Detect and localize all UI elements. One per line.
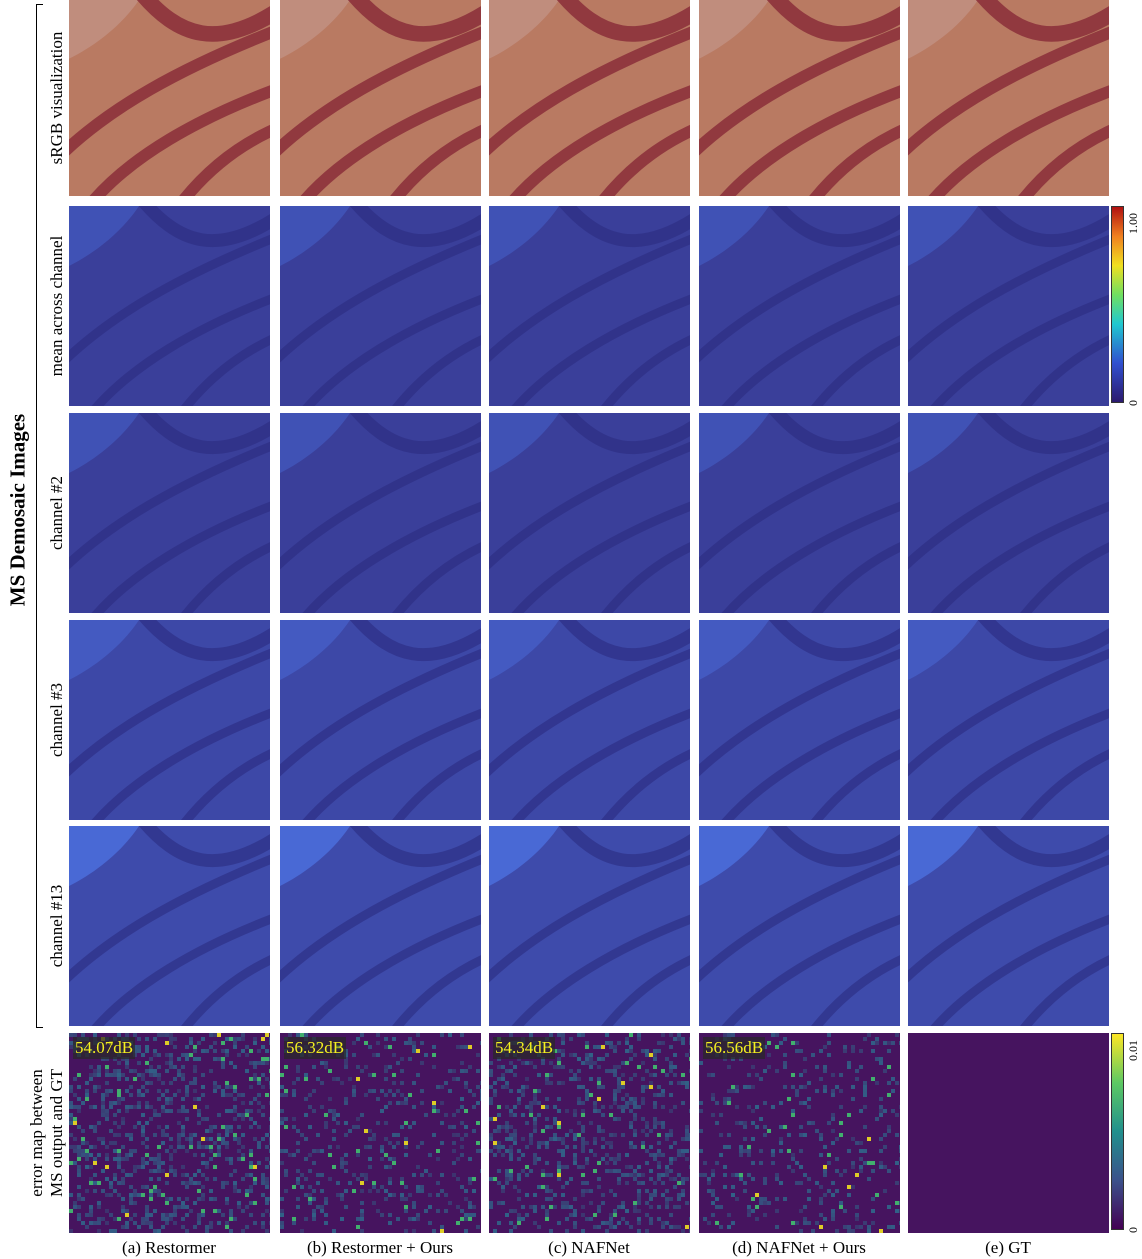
column-label-3: (d) NAFNet + Ours <box>732 1238 866 1257</box>
image-tile <box>699 413 900 613</box>
image-tile <box>489 206 690 406</box>
row-label-line: MS output and GT <box>47 1069 66 1197</box>
image-tile <box>489 826 690 1026</box>
row-label-line: error map between <box>27 1069 46 1197</box>
row-label-line: mean across channel <box>47 235 66 377</box>
psnr-label: 54.07dB <box>73 1037 136 1059</box>
image-tile <box>489 0 690 196</box>
row-label-line: channel #2 <box>47 475 66 551</box>
row-label-4: channel #13 <box>47 885 67 968</box>
image-tile <box>908 413 1109 613</box>
row-label-5: error map between MS output and GT <box>27 1069 67 1197</box>
image-tile: 56.56dB <box>699 1033 900 1233</box>
image-tile <box>280 620 481 820</box>
row-label-line: sRGB visualization <box>47 31 66 165</box>
image-tile <box>908 826 1109 1026</box>
colorbar-channel-max: 1.00 <box>1126 213 1140 234</box>
colorbar-channel <box>1111 206 1124 403</box>
image-tile: 54.07dB <box>69 1033 270 1233</box>
image-tile <box>489 413 690 613</box>
image-tile <box>699 826 900 1026</box>
colorbar-error-max: 0.01 <box>1126 1040 1140 1061</box>
colorbar-error-min: 0 <box>1126 1227 1140 1233</box>
row-label-0: sRGB visualization <box>47 32 67 165</box>
image-tile <box>699 620 900 820</box>
psnr-label: 56.56dB <box>703 1037 766 1059</box>
section-bracket <box>36 4 43 1028</box>
image-tile <box>699 0 900 196</box>
image-tile <box>69 620 270 820</box>
image-tile <box>280 206 481 406</box>
image-tile <box>280 826 481 1026</box>
column-label-0: (a) Restormer <box>122 1238 216 1257</box>
image-tile <box>69 206 270 406</box>
row-label-1: mean across channel <box>47 236 67 377</box>
image-tile <box>69 0 270 196</box>
image-tile <box>489 620 690 820</box>
image-tile <box>280 413 481 613</box>
row-label-2: channel #2 <box>47 476 67 550</box>
image-tile <box>908 1033 1109 1233</box>
image-tile <box>908 0 1109 196</box>
psnr-label: 54.34dB <box>493 1037 556 1059</box>
image-tile <box>908 206 1109 406</box>
colorbar-error <box>1111 1033 1124 1230</box>
image-tile <box>69 826 270 1026</box>
column-label-1: (b) Restormer + Ours <box>306 1238 454 1257</box>
image-tile <box>699 206 900 406</box>
row-label-3: channel #3 <box>47 683 67 757</box>
image-tile <box>69 413 270 613</box>
image-tile: 54.34dB <box>489 1033 690 1233</box>
image-tile <box>280 0 481 196</box>
side-title: MS Demosaic Images <box>5 413 30 607</box>
column-label-4: (e) GT <box>985 1238 1031 1257</box>
column-label-2: (c) NAFNet <box>548 1238 630 1257</box>
psnr-label: 56.32dB <box>284 1037 347 1059</box>
row-label-line: channel #3 <box>47 682 66 758</box>
image-tile: 56.32dB <box>280 1033 481 1233</box>
row-label-line: channel #13 <box>47 884 66 968</box>
colorbar-channel-min: 0 <box>1126 400 1140 406</box>
image-tile <box>908 620 1109 820</box>
